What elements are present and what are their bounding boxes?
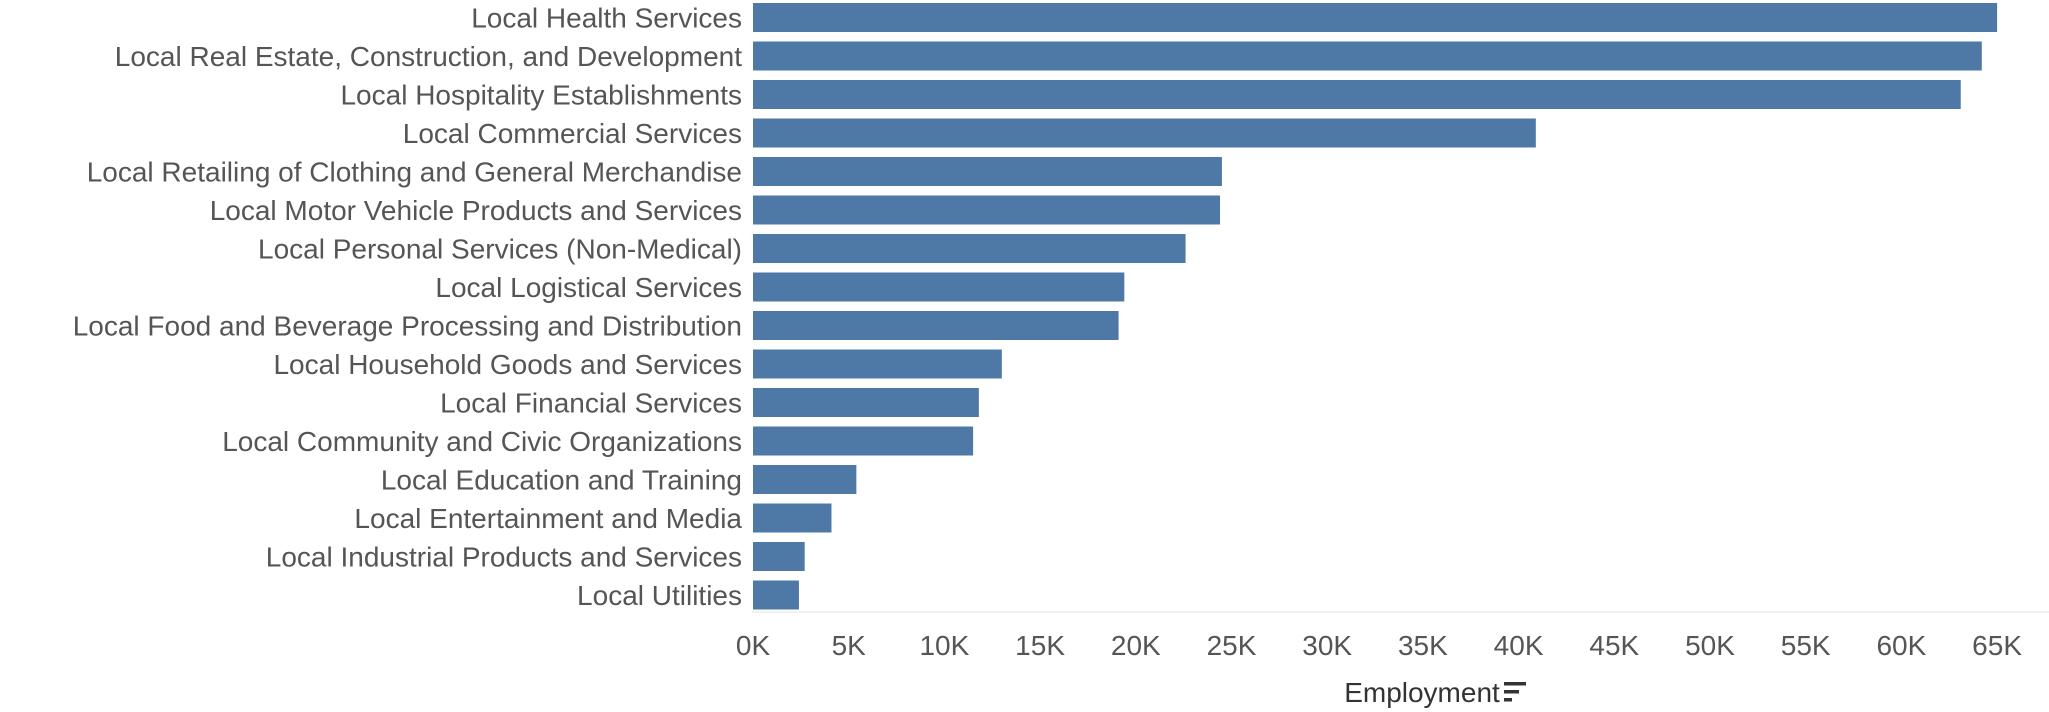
category-label: Local Financial Services	[440, 388, 742, 419]
x-tick-label: 55K	[1781, 630, 1831, 661]
category-label: Local Community and Civic Organizations	[222, 426, 742, 457]
x-tick-label: 5K	[832, 630, 867, 661]
x-axis-title-group[interactable]: Employment	[1344, 677, 1526, 708]
bar[interactable]	[753, 542, 805, 571]
category-label: Local Motor Vehicle Products and Service…	[210, 195, 742, 226]
bar[interactable]	[753, 195, 1221, 225]
category-label: Local Household Goods and Services	[273, 349, 742, 380]
x-tick-label: 15K	[1015, 630, 1065, 661]
x-tick-label: 45K	[1589, 630, 1639, 661]
category-labels: Local Health Services Local Real Estate, …	[73, 3, 743, 612]
category-label: Local Real Estate, Construction, and Dev…	[115, 41, 742, 72]
bar[interactable]	[753, 465, 857, 494]
bar[interactable]	[753, 580, 799, 610]
x-tick-label: 0K	[736, 630, 771, 661]
bar[interactable]	[753, 41, 1982, 71]
bar[interactable]	[753, 311, 1119, 340]
bar[interactable]	[753, 272, 1125, 302]
category-label: Local Education and Training	[381, 465, 742, 496]
x-tick-label: 65K	[1972, 630, 2022, 661]
x-tick-label: 35K	[1398, 630, 1448, 661]
category-label: Local Food and Beverage Processing and D…	[73, 311, 742, 342]
x-tick-label: 10K	[919, 630, 969, 661]
x-tick-label: 20K	[1111, 630, 1161, 661]
category-label: Local Commercial Services	[403, 118, 742, 149]
category-label: Local Hospitality Establishments	[340, 80, 742, 111]
category-label: Local Health Services	[471, 3, 742, 34]
x-tick-label: 60K	[1876, 630, 1926, 661]
bar[interactable]	[753, 3, 1998, 32]
x-axis-title: Employment	[1344, 677, 1500, 708]
bar[interactable]	[753, 426, 974, 456]
category-label: Local Utilities	[577, 580, 742, 611]
category-label: Local Personal Services (Non-Medical)	[258, 234, 742, 265]
x-tick-label: 40K	[1494, 630, 1544, 661]
bar[interactable]	[753, 157, 1222, 186]
bar[interactable]	[753, 118, 1536, 148]
category-label: Local Industrial Products and Services	[266, 542, 742, 573]
bars-group	[753, 3, 1998, 610]
x-tick-label: 50K	[1685, 630, 1735, 661]
bar[interactable]	[753, 349, 1002, 379]
bar[interactable]	[753, 80, 1961, 109]
category-label: Local Retailing of Clothing and General …	[87, 157, 742, 188]
x-axis-ticks: 0K 5K 10K 15K 20K 25K 30K 35K 40K 45K 50K 55K 60K 65K	[736, 630, 2022, 661]
category-label: Local Logistical Services	[435, 272, 742, 303]
category-label: Local Entertainment and Media	[354, 503, 742, 534]
x-tick-label: 25K	[1207, 630, 1257, 661]
bar[interactable]	[753, 234, 1186, 263]
bar[interactable]	[753, 503, 832, 533]
sort-descending-icon[interactable]	[1504, 682, 1526, 702]
x-tick-label: 30K	[1302, 630, 1352, 661]
bar[interactable]	[753, 388, 979, 417]
